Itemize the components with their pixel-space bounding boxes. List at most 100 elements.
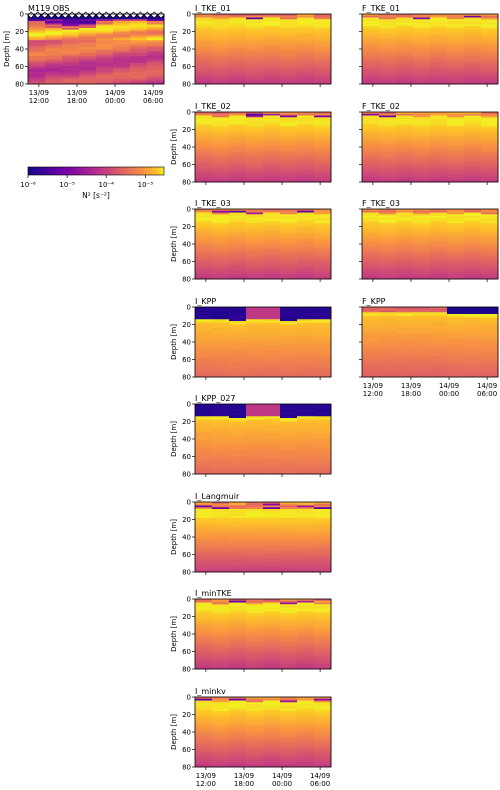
heat-cell [464, 363, 482, 366]
heat-cell [430, 52, 448, 55]
heat-cell [396, 42, 414, 45]
x-tick-label: 13/09 [196, 772, 216, 780]
heat-cell [413, 216, 431, 219]
heat-cell [314, 173, 332, 176]
heat-cell [314, 730, 332, 733]
heat-cell [464, 210, 482, 213]
heat-cell [430, 336, 448, 339]
heat-cell [297, 63, 315, 66]
heat-cell [246, 405, 264, 408]
heat-cell [413, 214, 431, 217]
heat-cell [413, 230, 431, 233]
heat-cell [195, 451, 213, 454]
heat-cell [413, 335, 431, 338]
heat-cell [212, 209, 230, 212]
heat-cell [280, 725, 298, 728]
heat-cell [212, 461, 230, 464]
heat-cell [195, 458, 213, 461]
heat-cell [96, 70, 114, 73]
heat-cell [229, 716, 247, 719]
heat-cell [280, 349, 298, 352]
heat-cell [229, 728, 247, 731]
heat-cell [280, 45, 298, 48]
heat-cell [212, 756, 230, 759]
heat-cell [212, 26, 230, 29]
heat-cell [297, 176, 315, 179]
heat-cell [362, 38, 380, 41]
heat-cell [314, 268, 332, 271]
heat-cell [314, 545, 332, 548]
heat-cell [263, 531, 281, 534]
heat-cell [379, 145, 397, 148]
heat-cell [413, 249, 431, 252]
heat-cell [229, 519, 247, 522]
heat-cell [280, 702, 298, 705]
heat-cell [314, 212, 332, 215]
heat-cell [147, 40, 165, 43]
heat-cell [45, 17, 63, 20]
heat-cell [229, 40, 247, 43]
heat-cell [297, 43, 315, 46]
heat-cell [229, 751, 247, 754]
heat-cell [212, 558, 230, 561]
heat-cell [314, 423, 332, 426]
heat-cell [195, 273, 213, 276]
heat-cell [130, 42, 148, 45]
heat-cell [229, 651, 247, 654]
heat-cell [430, 314, 448, 317]
heat-cell [280, 268, 298, 271]
heat-cell [280, 115, 298, 118]
heat-cell [195, 635, 213, 638]
heat-cell [297, 373, 315, 376]
heat-cell [130, 80, 148, 83]
heat-cell [229, 26, 247, 29]
heat-cell [413, 326, 431, 329]
heat-cell [280, 133, 298, 136]
heat-cell [447, 363, 465, 366]
heat-cell [229, 432, 247, 435]
heat-cell [212, 742, 230, 745]
heat-cell [263, 321, 281, 324]
heat-cell [212, 133, 230, 136]
heat-cell [229, 324, 247, 327]
heat-cell [79, 71, 97, 74]
heat-cell [464, 15, 482, 18]
heat-cell [113, 64, 131, 67]
heat-cell [314, 523, 332, 526]
heat-cell [212, 599, 230, 602]
heat-cell [229, 375, 247, 378]
heat-cell [212, 70, 230, 73]
heat-cell [413, 164, 431, 167]
heat-cell [280, 321, 298, 324]
heat-cell [379, 331, 397, 334]
heat-cell [246, 602, 264, 605]
heat-cell [297, 161, 315, 164]
heat-cell [280, 514, 298, 517]
heat-cell [212, 544, 230, 547]
heat-cell [195, 14, 213, 17]
heat-cell [396, 345, 414, 348]
heat-cell [396, 217, 414, 220]
heat-cell [229, 561, 247, 564]
heat-cell [362, 22, 380, 25]
heat-cell [229, 744, 247, 747]
heat-cell [447, 73, 465, 76]
heat-cell [229, 315, 247, 318]
heat-cell [45, 42, 63, 45]
heat-cell [280, 517, 298, 520]
heat-cell [280, 47, 298, 50]
heat-cell [314, 166, 332, 169]
heat-cell [195, 159, 213, 162]
heat-cell [464, 259, 482, 262]
heat-cell [28, 71, 46, 74]
heat-cell [280, 649, 298, 652]
heat-cell [481, 68, 499, 71]
heat-cell [396, 363, 414, 366]
heat-cell [246, 350, 264, 353]
heat-cell [280, 453, 298, 456]
heat-cell [263, 238, 281, 241]
heat-cell [280, 411, 298, 414]
heat-cell [481, 228, 499, 231]
heat-cell [229, 414, 247, 417]
